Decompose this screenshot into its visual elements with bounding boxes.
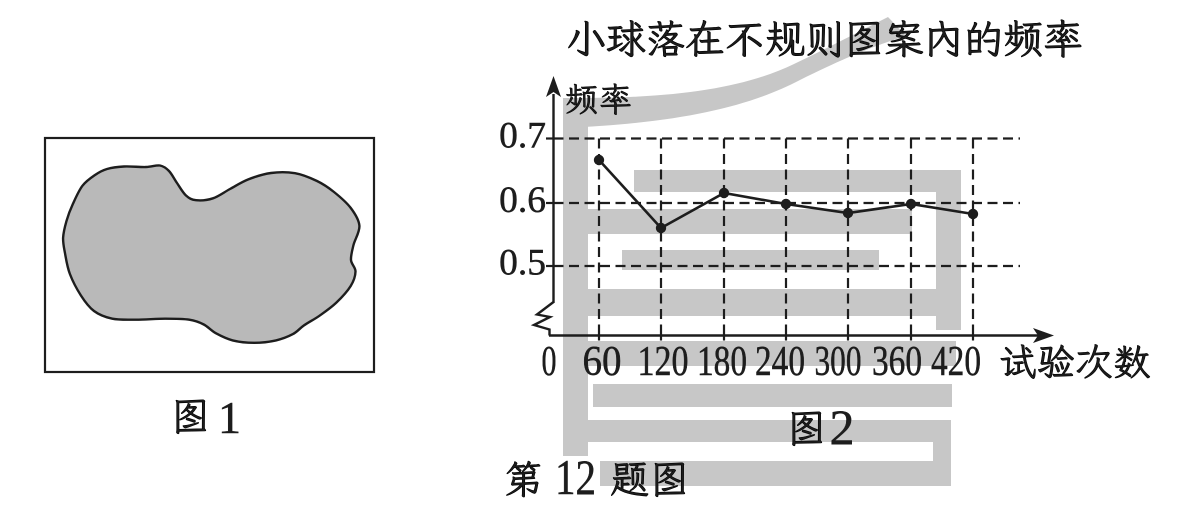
svg-text:0.6: 0.6	[499, 180, 546, 221]
svg-text:360: 360	[872, 339, 922, 385]
svg-text:180: 180	[697, 339, 747, 385]
svg-text:12: 12	[555, 449, 596, 505]
svg-text:420: 420	[931, 339, 981, 385]
svg-text:0.5: 0.5	[499, 243, 546, 284]
svg-text:300: 300	[815, 339, 862, 385]
svg-text:0.7: 0.7	[499, 116, 546, 157]
svg-text:240: 240	[755, 339, 805, 385]
svg-text:0: 0	[542, 339, 557, 385]
svg-text:120: 120	[638, 339, 689, 385]
svg-text:1: 1	[218, 392, 241, 443]
svg-text:60: 60	[583, 339, 622, 385]
svg-text:2: 2	[830, 399, 855, 455]
